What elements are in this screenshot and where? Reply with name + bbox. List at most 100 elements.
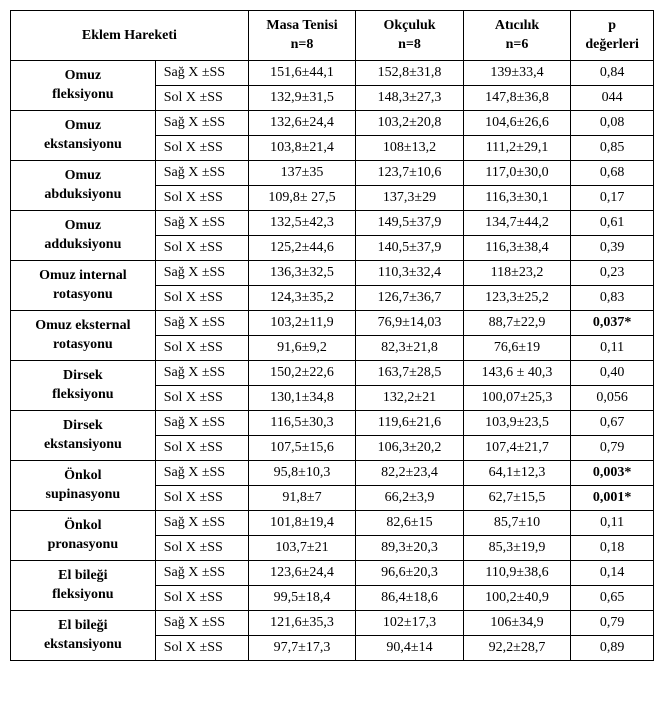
side-sag: Sağ X ±SS [155,361,248,386]
joint-label: Önkolsupinasyonu [11,461,156,511]
joint-label: El bileğiekstansiyonu [11,611,156,661]
data-cell: 152,8±31,8 [356,61,464,86]
joint-label-l2: adduksiyonu [17,236,149,254]
side-sol: Sol X ±SS [155,86,248,111]
side-sol: Sol X ±SS [155,586,248,611]
table-row: Omuz eksternalrotasyonuSağ X ±SS103,2±11… [11,311,654,336]
joint-label-l2: fleksiyonu [17,386,149,404]
joint-label: El bileğifleksiyonu [11,561,156,611]
data-cell: 62,7±15,5 [463,486,571,511]
data-cell: 103,8±21,4 [248,136,356,161]
p-value: 0,037* [571,311,654,336]
data-cell: 134,7±44,2 [463,211,571,236]
measurements-table: Eklem Hareketi Masa Tenisi n=8 Okçuluk n… [10,10,654,661]
data-cell: 116,5±30,3 [248,411,356,436]
data-cell: 130,1±34,8 [248,386,356,411]
table-row: OmuzabduksiyonuSağ X ±SS137±35123,7±10,6… [11,161,654,186]
data-cell: 96,6±20,3 [356,561,464,586]
data-cell: 92,2±28,7 [463,636,571,661]
data-cell: 149,5±37,9 [356,211,464,236]
data-cell: 103,9±23,5 [463,411,571,436]
header-p-l2: değerleri [577,36,647,54]
joint-label-l1: Omuz [17,167,149,185]
table-row: ÖnkolpronasyonuSağ X ±SS101,8±19,482,6±1… [11,511,654,536]
joint-label: Omuz internalrotasyonu [11,261,156,311]
data-cell: 150,2±22,6 [248,361,356,386]
data-cell: 76,9±14,03 [356,311,464,336]
header-p: p değerleri [571,11,654,61]
p-value: 0,40 [571,361,654,386]
joint-label: Dirsekekstansiyonu [11,411,156,461]
data-cell: 132,6±24,4 [248,111,356,136]
table-row: El bileğiekstansiyonuSağ X ±SS121,6±35,3… [11,611,654,636]
p-value: 0,001* [571,486,654,511]
data-cell: 85,7±10 [463,511,571,536]
side-sag: Sağ X ±SS [155,461,248,486]
data-cell: 123,7±10,6 [356,161,464,186]
data-cell: 91,6±9,2 [248,336,356,361]
data-cell: 90,4±14 [356,636,464,661]
data-cell: 100,2±40,9 [463,586,571,611]
joint-label: Omuzfleksiyonu [11,61,156,111]
p-value: 0,85 [571,136,654,161]
header-col2-l2: n=8 [362,36,457,54]
joint-label: Omuzadduksiyonu [11,211,156,261]
table-row: DirsekfleksiyonuSağ X ±SS150,2±22,6163,7… [11,361,654,386]
p-value: 0,056 [571,386,654,411]
table-row: ÖnkolsupinasyonuSağ X ±SS95,8±10,382,2±2… [11,461,654,486]
joint-label-l1: Omuz internal [17,267,149,285]
p-value: 0,11 [571,336,654,361]
data-cell: 110,9±38,6 [463,561,571,586]
data-cell: 107,4±21,7 [463,436,571,461]
side-sag: Sağ X ±SS [155,411,248,436]
data-cell: 97,7±17,3 [248,636,356,661]
joint-label-l2: fleksiyonu [17,586,149,604]
data-cell: 82,2±23,4 [356,461,464,486]
data-cell: 103,7±21 [248,536,356,561]
data-cell: 137±35 [248,161,356,186]
data-cell: 116,3±38,4 [463,236,571,261]
header-joint: Eklem Hareketi [11,11,249,61]
data-cell: 76,6±19 [463,336,571,361]
side-sag: Sağ X ±SS [155,561,248,586]
header-col1-l1: Masa Tenisi [255,17,350,35]
data-cell: 163,7±28,5 [356,361,464,386]
joint-label-l2: abduksiyonu [17,186,149,204]
data-cell: 91,8±7 [248,486,356,511]
joint-label-l1: Önkol [17,517,149,535]
data-cell: 108±13,2 [356,136,464,161]
header-col2-l1: Okçuluk [362,17,457,35]
header-col1: Masa Tenisi n=8 [248,11,356,61]
data-cell: 136,3±32,5 [248,261,356,286]
data-cell: 86,4±18,6 [356,586,464,611]
data-cell: 123,3±25,2 [463,286,571,311]
p-value: 0,83 [571,286,654,311]
joint-label-l2: fleksiyonu [17,86,149,104]
joint-label-l1: El bileği [17,567,149,585]
data-cell: 107,5±15,6 [248,436,356,461]
joint-label-l2: rotasyonu [17,336,149,354]
data-cell: 102±17,3 [356,611,464,636]
side-sol: Sol X ±SS [155,236,248,261]
table-row: DirsekekstansiyonuSağ X ±SS116,5±30,3119… [11,411,654,436]
data-cell: 140,5±37,9 [356,236,464,261]
joint-label-l1: Omuz [17,67,149,85]
side-sag: Sağ X ±SS [155,311,248,336]
data-cell: 147,8±36,8 [463,86,571,111]
joint-label-l2: pronasyonu [17,536,149,554]
side-sol: Sol X ±SS [155,136,248,161]
side-sol: Sol X ±SS [155,486,248,511]
data-cell: 126,7±36,7 [356,286,464,311]
p-value: 0,18 [571,536,654,561]
side-sag: Sağ X ±SS [155,111,248,136]
data-cell: 125,2±44,6 [248,236,356,261]
table-row: OmuzekstansiyonuSağ X ±SS132,6±24,4103,2… [11,111,654,136]
data-cell: 139±33,4 [463,61,571,86]
data-cell: 82,3±21,8 [356,336,464,361]
data-cell: 82,6±15 [356,511,464,536]
side-sol: Sol X ±SS [155,636,248,661]
data-cell: 88,7±22,9 [463,311,571,336]
side-sol: Sol X ±SS [155,386,248,411]
joint-label: Önkolpronasyonu [11,511,156,561]
p-value: 0,79 [571,611,654,636]
